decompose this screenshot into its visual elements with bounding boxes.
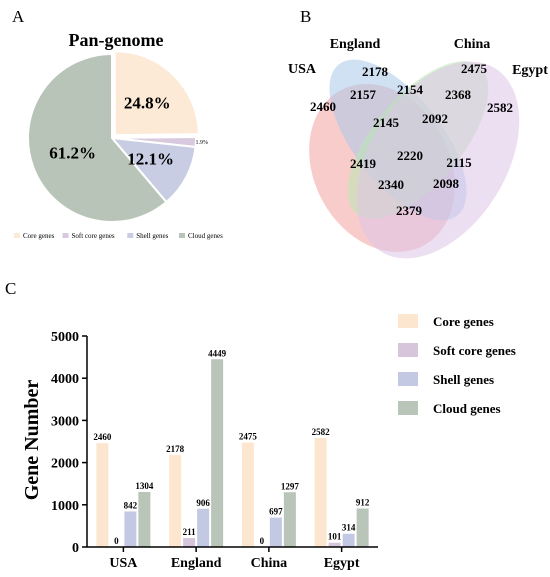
panel-label-b: B: [300, 7, 311, 26]
bar-england-shell-genes: [197, 508, 210, 547]
y-tick-label-4000: 4000: [51, 372, 79, 387]
bar-value-england-core-genes: 2178: [166, 444, 185, 454]
bar-legend-swatch-shell-genes: [398, 372, 418, 386]
bar-value-china-soft-core-genes: 0: [260, 536, 265, 546]
bar-usa-cloud-genes: [138, 491, 151, 547]
x-tick-label-usa: USA: [109, 556, 138, 571]
venn-set-label-china: China: [454, 37, 491, 52]
bar-value-usa-soft-core-genes: 0: [114, 536, 119, 546]
bar-value-egypt-cloud-genes: 912: [356, 498, 370, 508]
venn-set-label-egypt: Egypt: [512, 63, 548, 78]
pie-title: Pan-genome: [69, 30, 164, 50]
pie-legend-label-soft-core-genes: Soft core genes: [72, 232, 115, 240]
pie-legend-label-cloud-genes: Cloud genes: [188, 232, 223, 240]
venn-count-england-egypt: 2115: [446, 155, 472, 170]
venn-count-china: 2475: [461, 61, 488, 76]
pie-slice-shell-genes: [109, 136, 197, 204]
bar-value-china-cloud-genes: 1297: [281, 481, 300, 491]
venn-count-usa-england: 2157: [350, 87, 377, 102]
venn-set-label-usa: USA: [288, 62, 317, 77]
venn-count-china-egypt: 2368: [445, 87, 472, 102]
bar-value-china-core-genes: 2475: [239, 432, 258, 442]
pie-legend-label-shell-genes: Shell genes: [136, 232, 168, 240]
pie-legend-swatch-cloud-genes: [179, 233, 185, 238]
panel-c-bar-chart: C Gene Number 2460 0 842 1304 2178 211 906 4449…: [5, 279, 516, 571]
venn-count-usa-egypt: 2379: [396, 203, 423, 218]
y-tick-label-0: 0: [72, 541, 79, 556]
bar-value-egypt-core-genes: 2582: [312, 427, 331, 437]
bar-egypt-cloud-genes: [356, 508, 369, 547]
pie-label-shell-genes: 12.1%: [127, 149, 174, 168]
bar-value-england-cloud-genes: 4449: [208, 348, 227, 358]
venn-count-usa: 2460: [310, 99, 336, 114]
bar-england-core-genes: [169, 455, 182, 547]
pie-legend-swatch-core-genes: [14, 233, 20, 238]
venn-count-england-china-egypt: 2092: [422, 111, 448, 126]
bar-china-shell-genes: [269, 517, 282, 547]
bar-value-england-soft-core-genes: 211: [183, 527, 197, 537]
bar-value-usa-cloud-genes: 1304: [135, 481, 154, 491]
panel-label-a: A: [12, 7, 25, 26]
pie-slice-core-genes: [113, 50, 200, 137]
bar-legend-swatch-core-genes: [398, 314, 418, 328]
bar-usa-shell-genes: [124, 511, 137, 547]
venn-ellipse-egypt: [356, 61, 520, 259]
venn-count-usa-england-china: 2145: [373, 115, 400, 130]
bar-value-usa-shell-genes: 842: [124, 500, 138, 510]
bar-usa-core-genes: [96, 443, 109, 547]
venn-count-usa-england-egypt: 2098: [433, 176, 460, 191]
x-tick-label-egypt: Egypt: [324, 556, 360, 571]
bar-value-china-shell-genes: 697: [269, 507, 283, 517]
bar-england-soft-core-genes: [183, 538, 196, 547]
pie-label-core-genes: 24.8%: [124, 93, 171, 112]
bar-legend-swatch-cloud-genes: [398, 401, 418, 415]
bar-egypt-core-genes: [314, 438, 327, 547]
bar-legend-label-cloud-genes: Cloud genes: [433, 401, 501, 416]
bar-china-core-genes: [241, 442, 254, 547]
y-tick-label-2000: 2000: [51, 457, 79, 472]
y-tick-label-3000: 3000: [51, 414, 79, 429]
x-tick-label-china: China: [251, 556, 288, 571]
y-tick-label-1000: 1000: [51, 499, 79, 514]
panel-label-c: C: [5, 279, 16, 298]
pie-slice-cloud-genes: [27, 52, 168, 223]
bar-legend-label-core-genes: Core genes: [433, 314, 494, 329]
bar-egypt-soft-core-genes: [328, 542, 341, 547]
bar-england-cloud-genes: [211, 359, 224, 547]
bar-legend-swatch-soft-core-genes: [398, 343, 418, 357]
pie-label-soft-core-genes: 1.9%: [196, 140, 209, 146]
bar-china-cloud-genes: [283, 492, 296, 547]
y-axis-label: Gene Number: [21, 380, 43, 501]
bar-legend-label-shell-genes: Shell genes: [433, 372, 494, 387]
bar-value-usa-core-genes: 2460: [93, 432, 112, 442]
venn-count-usa-england-china-egypt: 2220: [397, 148, 423, 163]
y-tick-label-5000: 5000: [51, 330, 79, 345]
venn-count-egypt: 2582: [487, 100, 513, 115]
venn-count-usa-china-egypt: 2340: [378, 177, 404, 192]
bar-egypt-shell-genes: [342, 533, 355, 547]
pie-label-cloud-genes: 61.2%: [49, 143, 96, 162]
pie-legend-swatch-shell-genes: [127, 233, 134, 238]
bar-value-england-shell-genes: 906: [196, 498, 210, 508]
panel-a-pie-chart: A Pan-genome 24.8% 1.9% 12.1% 61.2% Core ge…: [12, 7, 223, 240]
pie-legend-swatch-soft-core-genes: [62, 233, 69, 238]
venn-set-label-england: England: [330, 37, 381, 52]
panel-b-venn-diagram: B USA England China Egypt 2460 2178 2475 25…: [288, 7, 548, 259]
bar-value-egypt-shell-genes: 314: [342, 523, 356, 533]
pie-legend-label-core-genes: Core genes: [23, 232, 55, 240]
venn-count-usa-china: 2419: [350, 156, 377, 171]
venn-count-england-china: 2154: [397, 82, 424, 97]
venn-count-england: 2178: [362, 64, 389, 79]
x-tick-label-england: England: [171, 556, 222, 571]
bar-legend-label-soft-core-genes: Soft core genes: [433, 343, 516, 358]
bar-value-egypt-soft-core-genes: 101: [328, 532, 342, 542]
